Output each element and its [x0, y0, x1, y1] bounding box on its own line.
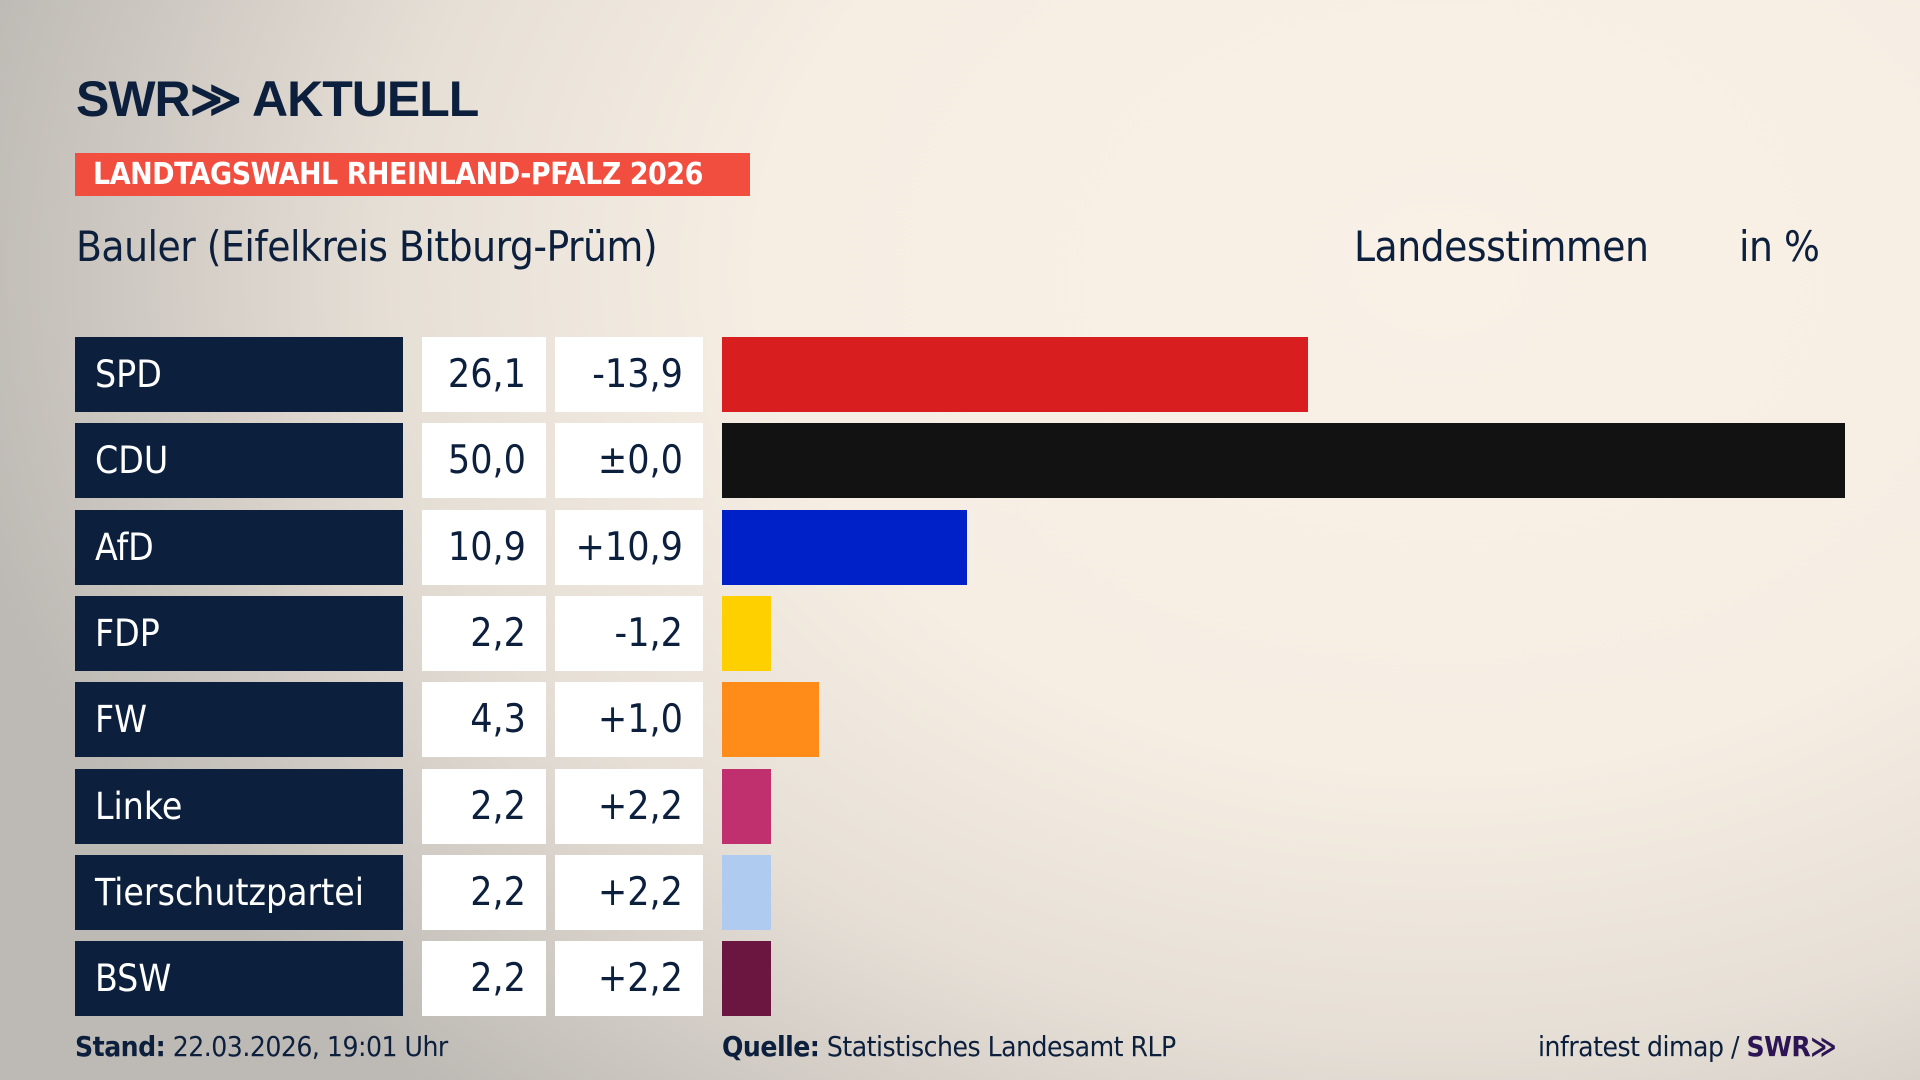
bar — [722, 509, 967, 585]
value-label: 2,2 — [422, 768, 546, 844]
diff-label: +2,2 — [555, 854, 703, 930]
value-label: 2,2 — [422, 941, 546, 1017]
party-label: Tierschutzpartei — [75, 854, 403, 930]
diff-label: ±0,0 — [555, 423, 703, 499]
bar — [722, 768, 772, 844]
value-label: 50,0 — [422, 423, 546, 499]
party-label: FW — [75, 682, 403, 758]
stand-label: Stand: — [75, 1030, 166, 1063]
swr-aktuell-logo: SWR≫ AKTUELL — [76, 71, 479, 127]
value-label: 2,2 — [422, 595, 546, 671]
result-row: FDP 2,2 -1,2 — [0, 595, 1920, 671]
bar — [722, 423, 1845, 499]
result-row: SPD 26,1 -13,9 — [0, 337, 1920, 412]
bar — [722, 941, 772, 1017]
party-label: BSW — [75, 941, 403, 1017]
bar — [722, 337, 1309, 412]
party-label: SPD — [75, 337, 403, 412]
source: Quelle: Statistisches Landesamt RLP — [722, 1030, 1176, 1063]
source-value: Statistisches Landesamt RLP — [826, 1030, 1176, 1063]
result-row: BSW 2,2 +2,2 — [0, 941, 1920, 1017]
credit: infratest dimap / SWR≫ — [1538, 1030, 1837, 1063]
diff-label: +10,9 — [555, 509, 703, 585]
party-label: AfD — [75, 509, 403, 585]
subtitle: Bauler (Eifelkreis Bitburg-Prüm) — [76, 222, 658, 271]
bar — [722, 682, 819, 758]
value-label: 10,9 — [422, 509, 546, 585]
value-label: 26,1 — [422, 337, 546, 412]
party-label: CDU — [75, 423, 403, 499]
election-banner: LANDTAGSWAHL RHEINLAND-PFALZ 2026 — [75, 153, 750, 196]
stand-value: 22.03.2026, 19:01 Uhr — [172, 1030, 449, 1063]
party-label: Linke — [75, 768, 403, 844]
result-row: AfD 10,9 +10,9 — [0, 509, 1920, 585]
diff-label: +2,2 — [555, 768, 703, 844]
credit-text: infratest dimap / — [1538, 1030, 1747, 1063]
diff-label: +1,0 — [555, 682, 703, 758]
result-row: FW 4,3 +1,0 — [0, 682, 1920, 758]
diff-label: -1,2 — [555, 595, 703, 671]
result-row: CDU 50,0 ±0,0 — [0, 423, 1920, 499]
timestamp: Stand: 22.03.2026, 19:01 Uhr — [75, 1030, 448, 1063]
votes-header: Landesstimmen — [1354, 222, 1649, 271]
diff-label: +2,2 — [555, 941, 703, 1017]
party-label: FDP — [75, 595, 403, 671]
value-label: 2,2 — [422, 854, 546, 930]
result-row: Linke 2,2 +2,2 — [0, 768, 1920, 844]
bar — [722, 854, 772, 930]
swr-logo: SWR≫ — [1746, 1030, 1837, 1063]
source-label: Quelle: — [722, 1030, 820, 1063]
bar — [722, 595, 772, 671]
diff-label: -13,9 — [555, 337, 703, 412]
result-row: Tierschutzpartei 2,2 +2,2 — [0, 854, 1920, 930]
value-label: 4,3 — [422, 682, 546, 758]
unit-header: in % — [1739, 222, 1820, 271]
